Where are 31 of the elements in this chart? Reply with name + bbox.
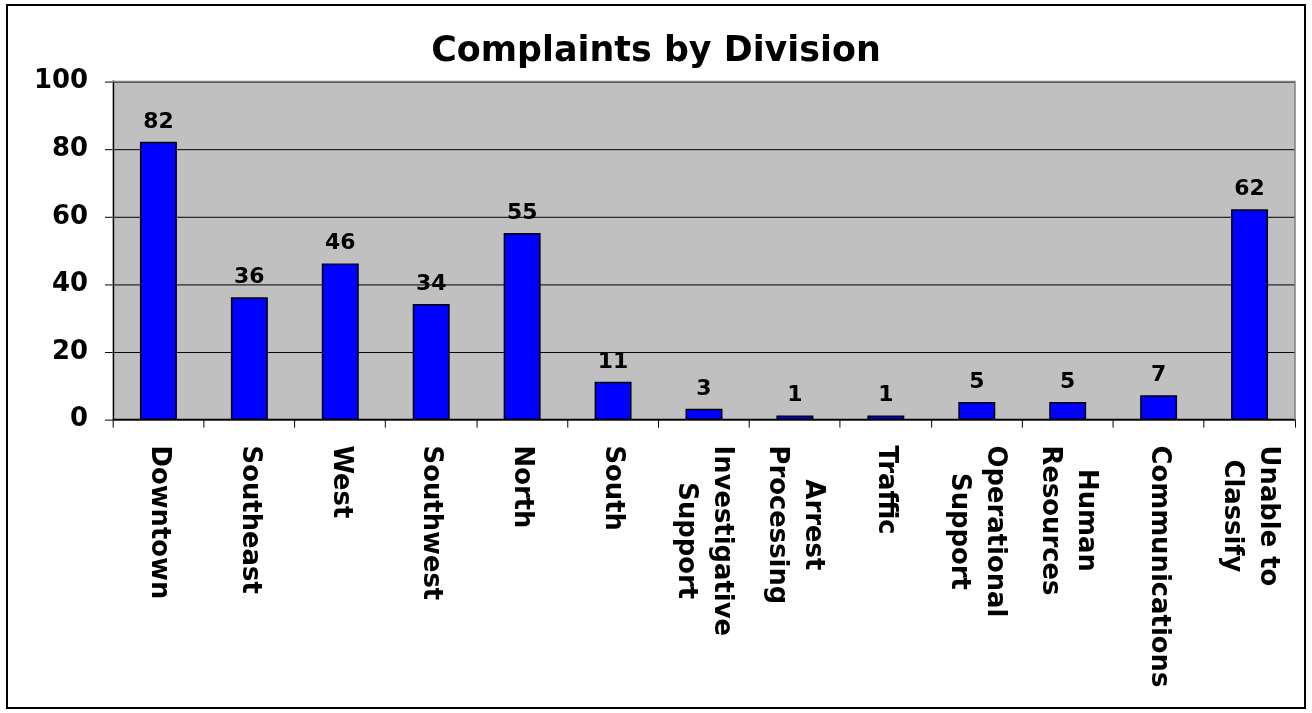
data-label: 82 [143, 107, 174, 133]
data-label: 1 [878, 381, 894, 407]
x-tick-label: Downtown [145, 445, 176, 600]
y-tick-label: 0 [69, 402, 89, 433]
x-tick-label: Operational Support [946, 445, 1013, 618]
x-tick-label: Communications [1145, 445, 1176, 688]
data-label: 5 [1060, 367, 1076, 393]
y-tick-label: 80 [51, 131, 89, 162]
x-tick-label: Arrest Processing [764, 445, 831, 605]
data-label: 1 [787, 381, 803, 407]
x-tick-label: Unable to Classify [1218, 445, 1285, 587]
y-tick-label: 100 [33, 64, 89, 95]
data-label: 46 [325, 229, 356, 255]
x-tick-label: Southwest [418, 445, 449, 601]
data-label: 62 [1234, 175, 1265, 201]
x-tick-label: Human Resources [1037, 445, 1103, 596]
data-label: 36 [234, 263, 265, 289]
chart-title: Complaints by Division [431, 28, 881, 69]
data-label: 3 [696, 374, 712, 400]
y-tick-label: 40 [51, 267, 89, 298]
y-tick-label: 60 [51, 199, 89, 230]
x-tick-label: Investigative Support [673, 445, 740, 637]
x-tick-label: North [509, 445, 540, 529]
x-tick-label: West [327, 445, 358, 519]
x-tick-label: Southeast [236, 445, 267, 594]
data-label: 7 [1151, 361, 1167, 387]
data-label: 5 [969, 367, 985, 393]
x-tick-label: South [600, 445, 631, 532]
y-tick-label: 20 [51, 334, 89, 365]
x-tick-label: Traffic [873, 445, 904, 535]
data-label: 11 [597, 347, 629, 373]
